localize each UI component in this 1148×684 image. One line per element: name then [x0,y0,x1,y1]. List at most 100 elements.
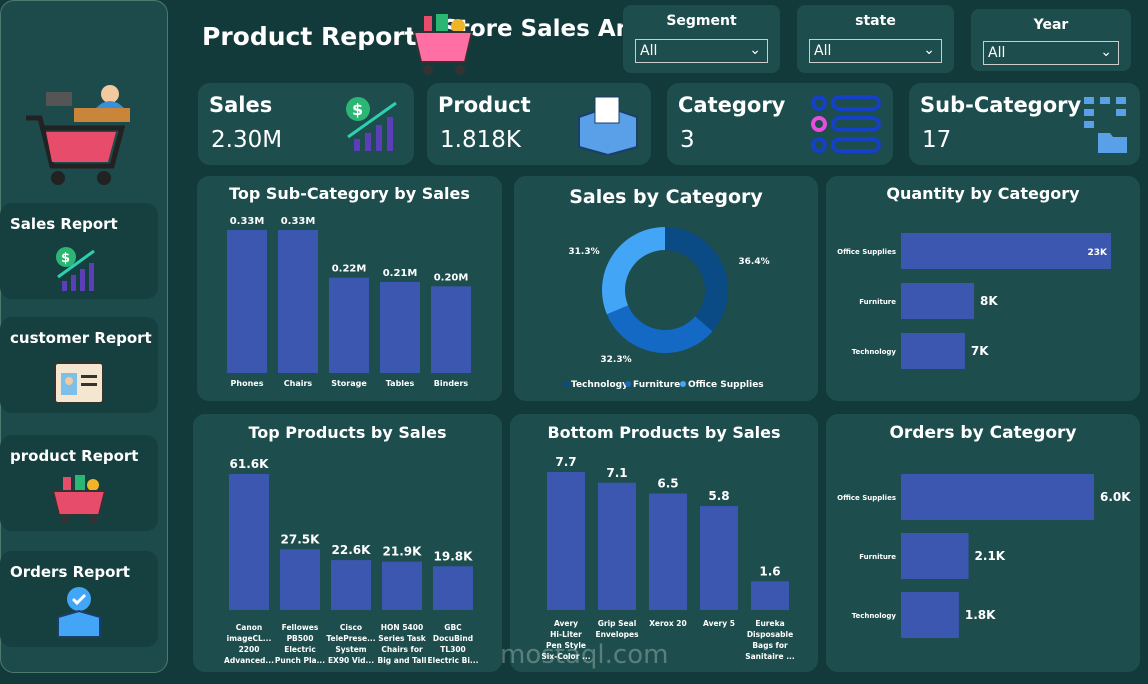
category-label: imageCL... [227,634,272,643]
legend-marker [563,381,569,387]
chevron-down-icon: ⌄ [749,42,761,58]
category-label: Furniture [859,553,896,561]
category-label: Technology [852,348,897,356]
category-label: EX90 Vid... [328,656,374,665]
legend-label: Technology [571,380,628,390]
category-label: Disposable [747,630,793,639]
category-label: Advanced... [224,656,274,665]
category-label: Electric Bi... [428,656,479,665]
category-label: Chairs [284,379,313,388]
data-label: 8K [980,294,998,308]
data-label: 0.22M [332,264,367,275]
category-label: Six-Color ... [541,652,590,661]
nav-product-report[interactable]: product Report [0,435,158,531]
category-label: Hi-Liter [550,630,582,639]
chart-title: Orders by Category [889,423,1077,443]
bar [380,282,420,373]
bar [227,230,267,373]
category-label: TL300 [440,645,466,654]
data-label: 1.8K [965,608,996,622]
data-label: 31.3% [568,247,599,257]
kpi-sub-category: Sub-Category 17 [909,83,1140,165]
legend-marker [680,381,686,387]
bar [751,581,789,610]
data-label: 6.5 [657,477,678,491]
chart-title: Sales by Category [569,186,763,208]
nav-customer-report[interactable]: customer Report [0,317,158,413]
nav-orders-report[interactable]: Orders Report [0,551,158,647]
data-label: 22.6K [332,543,372,557]
category-label: Electric [284,645,316,654]
state-slicer: state All ⌄ [797,5,954,73]
bar [598,482,636,610]
category-label: Binders [434,379,469,388]
category-label: Fellowes [282,623,319,632]
category-label: Office Supplies [837,494,896,502]
dropdown-value: All [988,45,1006,61]
kpi-category: Category 3 [667,83,893,165]
sidebar: Store Sales Analysis Sales Report $ cust… [0,0,706,673]
segment-slicer: Segment All ⌄ [623,5,780,73]
nav-sales-report[interactable]: Sales Report $ [0,203,158,299]
category-label: Furniture [859,298,896,306]
category-label: Chairs for [381,645,423,654]
chart-title: Bottom Products by Sales [547,423,781,442]
category-label: Storage [331,379,367,388]
product-box-icon [578,96,638,155]
category-label: Pen Style [546,641,586,650]
bar [901,533,969,579]
category-label: Big and Tall [378,656,427,665]
data-label: 2.1K [975,549,1006,563]
category-label: Tables [386,379,415,388]
slicer-label: state [855,13,896,29]
data-label: 32.3% [600,355,631,365]
category-label: Phones [231,379,264,388]
kpi-value: 17 [922,127,952,153]
kpi-value: 1.818K [440,127,521,153]
bar [433,566,473,610]
data-label: 5.8 [708,489,729,503]
category-label: HON 5400 [381,623,423,632]
year-dropdown[interactable]: All ⌄ [983,41,1119,65]
segment-dropdown[interactable]: All ⌄ [635,39,768,63]
shopping-basket-icon [51,475,107,524]
nav-label: Orders Report [10,563,130,581]
legend-marker [625,381,631,387]
bar [329,277,369,373]
svg-text:$: $ [352,100,363,119]
bar [901,333,965,369]
chart-title: Top Products by Sales [248,423,447,442]
category-label: Office Supplies [837,248,896,256]
category-label: Punch Pla... [275,656,325,665]
kpi-label: Sales [209,93,273,117]
data-label: 7K [971,344,989,358]
kpi-value: 2.30M [211,127,283,153]
order-box-icon [57,587,101,638]
kpi-sales: Sales 2.30M $ [198,83,414,165]
customer-card-icon [54,362,104,404]
sales-growth-icon: $ [346,97,397,151]
category-label: PB500 [287,634,314,643]
data-label: 61.6K [230,457,270,471]
slicer-label: Year [1033,17,1069,33]
category-label: Avery [554,619,578,628]
state-dropdown[interactable]: All ⌄ [809,39,942,63]
data-label: 1.6 [759,564,780,578]
data-label: 6.0K [1100,490,1131,504]
data-label: 7.1 [606,466,627,480]
nav-label: product Report [10,447,139,465]
bar [700,506,738,610]
category-label: 2200 [239,645,260,654]
kpi-product: Product 1.818K [427,83,651,165]
chevron-down-icon: ⌄ [923,42,935,58]
bar [278,230,318,373]
data-label: 0.21M [383,268,418,279]
page-title: Product Report [202,22,417,51]
legend-label: Office Supplies [688,380,764,390]
bar [382,561,422,610]
shopping-basket-icon [412,14,474,75]
bar [547,472,585,610]
kpi-label: Product [438,93,531,117]
category-label: Canon [236,623,262,632]
bar [901,233,1111,269]
